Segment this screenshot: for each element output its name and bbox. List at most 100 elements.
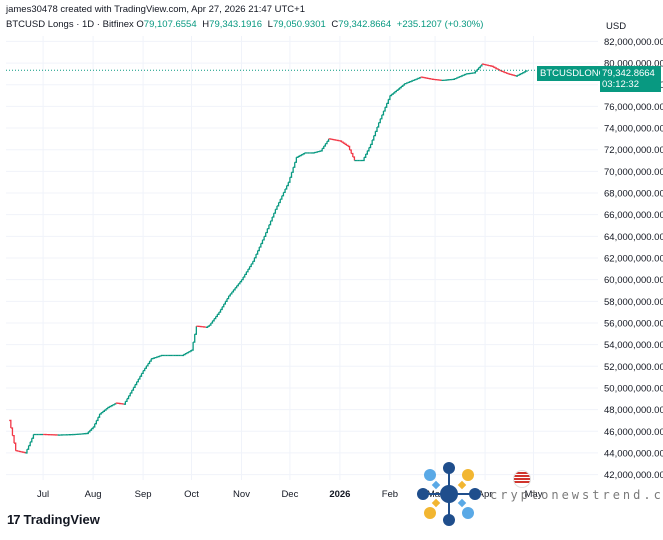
price-step xyxy=(260,239,264,245)
price-change: +235.1207 (+0.30%) xyxy=(396,19,484,30)
currency-label[interactable]: USD xyxy=(606,21,627,32)
price-step xyxy=(515,75,518,77)
price-step xyxy=(399,86,402,89)
ohlc-high-value: 79,343.1916 xyxy=(209,19,262,30)
price-step xyxy=(412,79,415,82)
price-step xyxy=(143,368,146,372)
price-step xyxy=(130,390,133,394)
price-step xyxy=(352,156,356,161)
price-step xyxy=(414,79,417,81)
price-step xyxy=(25,449,28,454)
price-step xyxy=(418,77,422,79)
price-step xyxy=(110,404,114,407)
price-step xyxy=(502,71,506,73)
price-step xyxy=(364,154,367,158)
price-step xyxy=(123,401,127,405)
y-tick-label: 58,000,000.0000 xyxy=(604,297,663,308)
price-step xyxy=(97,413,101,418)
x-tick-label: Nov xyxy=(233,489,250,500)
x-tick-label: May xyxy=(525,489,543,500)
price-step xyxy=(401,85,404,88)
price-step xyxy=(264,232,267,237)
y-tick-label: 44,000,000.0000 xyxy=(604,448,663,459)
price-step xyxy=(475,69,478,72)
price-step xyxy=(385,103,388,108)
price-step xyxy=(322,146,325,150)
price-series xyxy=(6,63,536,454)
price-step xyxy=(460,75,464,77)
x-tick-label: Aug xyxy=(85,489,102,500)
price-step xyxy=(109,405,112,408)
price-step xyxy=(286,182,289,187)
price-step xyxy=(386,99,389,104)
price-step xyxy=(272,213,275,218)
price-step xyxy=(249,263,252,268)
price-step xyxy=(233,287,236,291)
y-tick-label: 76,000,000.0000 xyxy=(604,102,663,113)
created-by-text: james30478 created with TradingView.com,… xyxy=(6,4,305,15)
price-step xyxy=(459,75,462,78)
price-step xyxy=(228,293,231,297)
price-step xyxy=(320,148,323,152)
price-step xyxy=(101,411,104,414)
price-step xyxy=(214,316,217,320)
price-step xyxy=(215,314,218,318)
y-tick-label: 82,000,000.0000 xyxy=(604,37,663,48)
price-step xyxy=(151,358,154,360)
price-step xyxy=(93,423,96,428)
price-step xyxy=(388,95,391,101)
price-step xyxy=(367,147,370,152)
price-step xyxy=(273,209,277,214)
y-tick-label: 80,000,000.0000 xyxy=(604,59,663,70)
price-step xyxy=(181,354,185,357)
price-step xyxy=(409,81,412,83)
price-step xyxy=(480,64,483,67)
price-step xyxy=(112,403,115,406)
price-step xyxy=(222,304,225,308)
last-price-value: 79,342.8664 xyxy=(602,68,655,79)
price-step xyxy=(275,205,278,210)
price-step xyxy=(325,141,328,145)
price-step xyxy=(523,71,527,73)
y-tick-label: 48,000,000.0000 xyxy=(604,405,663,416)
price-step xyxy=(236,283,239,287)
us-flag-icon[interactable] xyxy=(513,470,531,488)
price-step xyxy=(517,74,520,76)
price-step xyxy=(146,363,149,367)
price-step xyxy=(152,357,156,359)
price-step xyxy=(302,152,306,155)
price-step xyxy=(191,342,194,351)
price-step xyxy=(138,376,141,380)
price-step xyxy=(343,142,346,145)
price-step xyxy=(185,352,188,355)
price-step xyxy=(456,77,459,79)
price-step xyxy=(251,261,254,265)
price-step xyxy=(157,355,160,358)
y-tick-label: 56,000,000.0000 xyxy=(604,318,663,329)
price-step xyxy=(91,426,94,430)
price-step xyxy=(126,395,130,400)
price-step xyxy=(220,306,223,311)
price-step xyxy=(344,143,348,146)
symbol-name: BTCUSD Longs · 1D · Bitfinex xyxy=(6,19,134,30)
price-step xyxy=(518,73,522,76)
price-step xyxy=(183,353,186,356)
price-step xyxy=(12,434,15,444)
price-step xyxy=(383,107,386,112)
price-step xyxy=(404,82,407,85)
price-step xyxy=(94,420,97,425)
price-step xyxy=(457,76,460,78)
y-tick-label: 74,000,000.0000 xyxy=(604,124,663,135)
price-step xyxy=(391,92,394,95)
price-step xyxy=(339,140,343,143)
price-step xyxy=(28,441,31,447)
symbol-legend: BTCUSD Longs · 1D · Bitfinex O79,107.655… xyxy=(6,19,486,30)
price-step xyxy=(189,350,193,352)
tradingview-logo[interactable]: 17 TradingView xyxy=(7,512,100,527)
price-step xyxy=(323,143,327,147)
price-step xyxy=(133,384,136,388)
y-tick-label: 46,000,000.0000 xyxy=(604,427,663,438)
y-tick-label: 72,000,000.0000 xyxy=(604,145,663,156)
price-step xyxy=(346,144,349,147)
